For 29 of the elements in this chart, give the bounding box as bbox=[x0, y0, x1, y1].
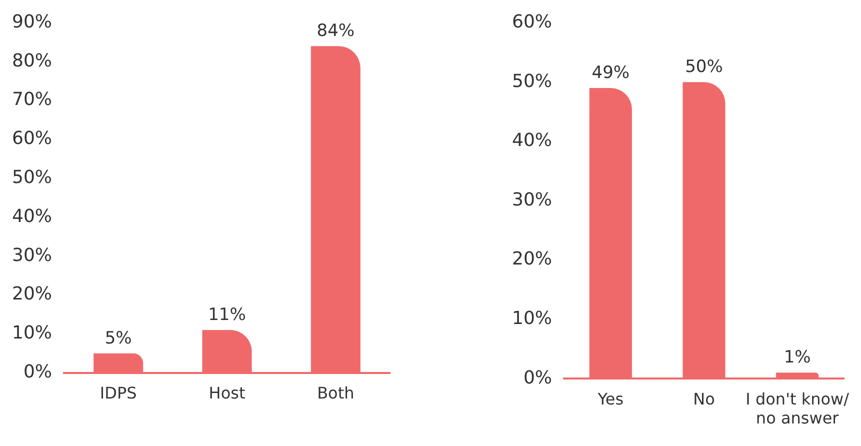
y-tick-label: 50% bbox=[512, 70, 552, 92]
data-label: 11% bbox=[208, 304, 246, 325]
y-tick-label: 10% bbox=[512, 308, 552, 329]
y-tick-label: 30% bbox=[12, 244, 52, 266]
y-tick-label: 20% bbox=[12, 284, 52, 305]
y-tick-label: 20% bbox=[512, 248, 552, 270]
x-tick-label: Yes bbox=[596, 389, 624, 408]
y-tick-label: 30% bbox=[512, 189, 552, 210]
y-tick-label: 50% bbox=[12, 167, 52, 188]
y-tick-label: 10% bbox=[12, 322, 52, 344]
data-label: 5% bbox=[104, 328, 132, 348]
data-label: 84% bbox=[316, 21, 355, 42]
y-tick-label: 0% bbox=[23, 361, 52, 382]
x-tick-label: Both bbox=[317, 384, 354, 403]
y-tick-label: 90% bbox=[12, 11, 52, 32]
x-tick-label: Host bbox=[208, 384, 246, 403]
y-tick-label: 0% bbox=[523, 367, 552, 388]
data-label: 49% bbox=[592, 62, 630, 83]
data-label: 50% bbox=[685, 57, 723, 78]
y-tick-label: 80% bbox=[12, 50, 52, 72]
y-tick-label: 40% bbox=[512, 130, 552, 152]
x-tick-label: No bbox=[693, 389, 715, 408]
x-tick-label: I don't know/ no answer bbox=[746, 389, 850, 428]
y-tick-label: 60% bbox=[12, 128, 52, 150]
data-label: 1% bbox=[784, 348, 811, 368]
x-tick-label: IDPS bbox=[100, 384, 137, 403]
y-tick-label: 70% bbox=[12, 89, 52, 110]
y-tick-label: 40% bbox=[12, 206, 52, 227]
y-tick-label: 60% bbox=[512, 11, 552, 32]
